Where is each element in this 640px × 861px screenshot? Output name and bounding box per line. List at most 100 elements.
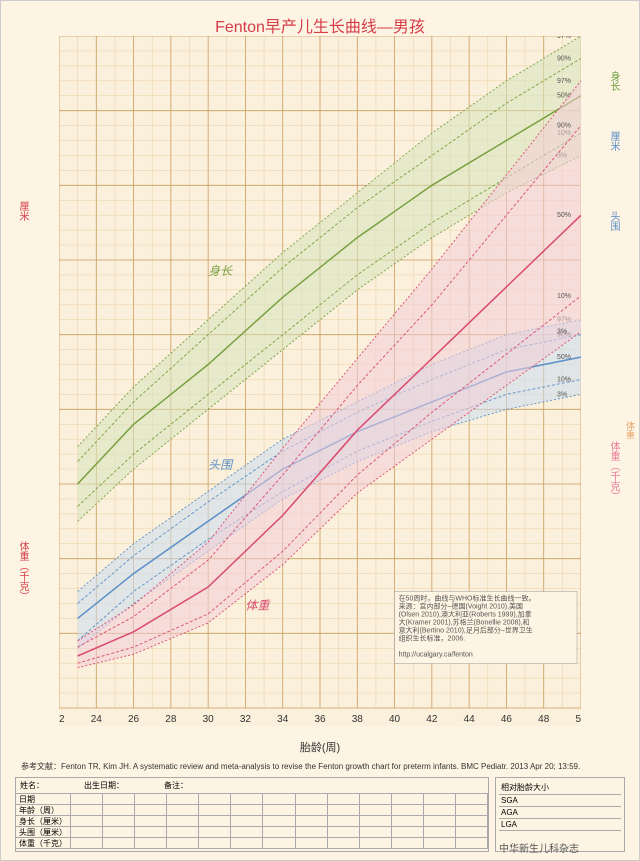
form-cell[interactable] <box>199 805 231 815</box>
svg-text:30: 30 <box>203 714 215 725</box>
page: Fenton早产儿生长曲线—男孩 厘米 体重（千克） 身长 厘米 头围 体重（千… <box>0 0 640 861</box>
form-cell[interactable] <box>360 838 392 848</box>
form-cell[interactable] <box>103 816 135 826</box>
form-cell[interactable] <box>392 827 424 837</box>
svg-text:97%: 97% <box>557 78 571 85</box>
chart-title: Fenton早产儿生长曲线—男孩 <box>1 13 639 37</box>
svg-text:24: 24 <box>91 714 103 725</box>
form-cell[interactable] <box>296 827 328 837</box>
x-axis-label: 胎龄(周) <box>1 739 639 755</box>
form-cell[interactable] <box>263 805 295 815</box>
form-cell[interactable] <box>392 838 424 848</box>
form-cell[interactable] <box>328 838 360 848</box>
svg-text:来源：宫内部分–德国(Voight 2010),美国: 来源：宫内部分–德国(Voight 2010),美国 <box>399 602 523 611</box>
form-cell[interactable] <box>424 794 456 804</box>
form-cell[interactable] <box>103 794 135 804</box>
form-cell[interactable] <box>199 838 231 848</box>
svg-text:3%: 3% <box>557 329 567 336</box>
form-cell[interactable] <box>456 794 488 804</box>
form-row: 体重（千克） <box>16 838 488 849</box>
form-cell[interactable] <box>296 794 328 804</box>
form-cell[interactable] <box>71 794 103 804</box>
form-cell[interactable] <box>296 838 328 848</box>
form-cell[interactable] <box>231 794 263 804</box>
form-row-label: 体重（千克） <box>16 838 71 848</box>
watermark: 中华新生儿科杂志 <box>499 840 579 855</box>
form-cell[interactable] <box>392 805 424 815</box>
svg-text:40: 40 <box>389 714 401 725</box>
form-cell[interactable] <box>231 827 263 837</box>
form-cell[interactable] <box>456 838 488 848</box>
form-cell[interactable] <box>231 838 263 848</box>
form-cell[interactable] <box>456 805 488 815</box>
form-cell[interactable] <box>71 816 103 826</box>
form-cell[interactable] <box>135 816 167 826</box>
form-cell[interactable] <box>456 816 488 826</box>
svg-text:90%: 90% <box>557 123 571 130</box>
form-cell[interactable] <box>199 827 231 837</box>
svg-text:46: 46 <box>501 714 513 725</box>
form-cell[interactable] <box>328 794 360 804</box>
svg-text:http://ucalgary.ca/fenton: http://ucalgary.ca/fenton <box>399 652 473 659</box>
form-cell[interactable] <box>296 805 328 815</box>
form-cell[interactable] <box>135 827 167 837</box>
form-cell[interactable] <box>199 816 231 826</box>
form-cell[interactable] <box>424 838 456 848</box>
form-cell[interactable] <box>103 805 135 815</box>
form-cell[interactable] <box>424 827 456 837</box>
form-cell[interactable] <box>167 816 199 826</box>
form-cell[interactable] <box>263 838 295 848</box>
form-cell[interactable] <box>135 805 167 815</box>
svg-text:36: 36 <box>314 714 326 725</box>
form-row-label: 身长（厘米） <box>16 816 71 826</box>
form-cell[interactable] <box>103 838 135 848</box>
form-cell[interactable] <box>135 794 167 804</box>
chart-area: 3%10%50%90%97% 3%10%50%90%97% 3%10%50%90… <box>59 36 581 726</box>
form-cell[interactable] <box>328 816 360 826</box>
form-cell[interactable] <box>263 827 295 837</box>
form-cell[interactable] <box>296 816 328 826</box>
form-header: 姓名： 出生日期： 备注： <box>16 778 488 794</box>
form-cell[interactable] <box>231 816 263 826</box>
form-cell[interactable] <box>392 816 424 826</box>
form-cell[interactable] <box>360 805 392 815</box>
form-cell[interactable] <box>71 827 103 837</box>
svg-text:34: 34 <box>277 714 289 725</box>
form-cell[interactable] <box>103 827 135 837</box>
form-cell[interactable] <box>71 838 103 848</box>
svg-text:38: 38 <box>352 714 364 725</box>
form-cell[interactable] <box>392 794 424 804</box>
form-cell[interactable] <box>199 794 231 804</box>
form-row: 日期 <box>16 794 488 805</box>
form-cell[interactable] <box>328 805 360 815</box>
form-cell[interactable] <box>167 805 199 815</box>
form-cell[interactable] <box>424 805 456 815</box>
form-cell[interactable] <box>360 794 392 804</box>
form-cell[interactable] <box>263 816 295 826</box>
form-note-label: 备注： <box>164 780 188 791</box>
svg-text:90%: 90% <box>557 55 571 62</box>
svg-text:26: 26 <box>128 714 140 725</box>
svg-text:在50周时，曲线与WHO标准生长曲线一致。: 在50周时，曲线与WHO标准生长曲线一致。 <box>399 594 536 603</box>
form-cell[interactable] <box>263 794 295 804</box>
form-cell[interactable] <box>167 838 199 848</box>
form-cell[interactable] <box>360 827 392 837</box>
form-cell[interactable] <box>71 805 103 815</box>
form-cell[interactable] <box>456 827 488 837</box>
form-cell[interactable] <box>328 827 360 837</box>
form-cell[interactable] <box>231 805 263 815</box>
form-cell[interactable] <box>167 794 199 804</box>
svg-text:44: 44 <box>464 714 476 725</box>
citation: 参考文献：Fenton TR, Kim JH. A systematic rev… <box>21 761 619 772</box>
right-head-label: 头围 <box>606 211 621 231</box>
svg-text:(Olsen 2010),澳大利亚(Roberts 1999: (Olsen 2010),澳大利亚(Roberts 1999),加拿 <box>399 610 532 619</box>
form-cell[interactable] <box>135 838 167 848</box>
form-name-label: 姓名： <box>20 780 44 791</box>
growth-chart-svg: 3%10%50%90%97% 3%10%50%90%97% 3%10%50%90… <box>59 36 581 726</box>
form-sga: SGA <box>499 795 621 807</box>
form-row-label: 年龄（周） <box>16 805 71 815</box>
form-cell[interactable] <box>167 827 199 837</box>
form-dob-label: 出生日期： <box>84 780 124 791</box>
form-cell[interactable] <box>424 816 456 826</box>
form-cell[interactable] <box>360 816 392 826</box>
